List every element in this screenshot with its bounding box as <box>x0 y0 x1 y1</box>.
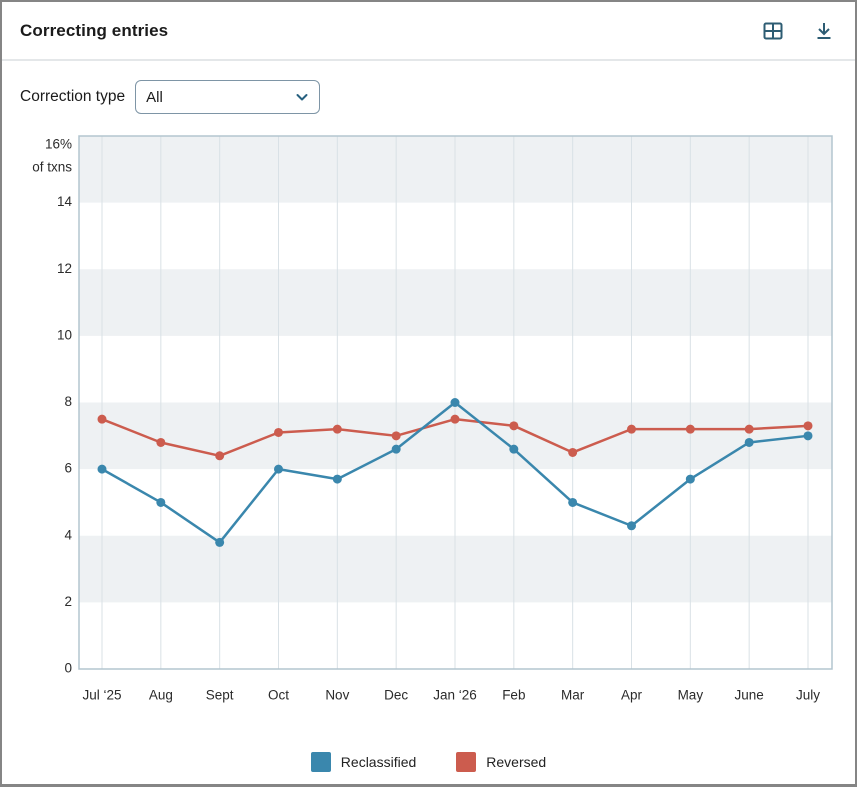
data-point-reclassified[interactable] <box>332 474 342 484</box>
y-tick-label: 0 <box>64 661 72 676</box>
correcting-entries-chart[interactable]: 16% of txns 14 12 10 8 6 4 2 0 Jul ‘25 Aug Sept Oct No… <box>2 128 857 713</box>
data-point-reclassified[interactable] <box>685 474 695 484</box>
legend-swatch <box>310 752 331 772</box>
data-point-reversed[interactable] <box>803 421 813 431</box>
x-tick-label: Nov <box>325 688 349 703</box>
legend-item-reclassified: Reclassified <box>310 752 417 772</box>
y-axis-unit-sublabel: of txns <box>32 160 72 175</box>
x-tick-label: Aug <box>149 688 173 703</box>
legend-item-reversed: Reversed <box>456 752 546 772</box>
data-point-reclassified[interactable] <box>509 444 519 454</box>
data-point-reversed[interactable] <box>156 437 166 447</box>
y-tick-label: 8 <box>64 394 72 409</box>
x-tick-label: Jan ‘26 <box>433 688 477 703</box>
data-point-reclassified[interactable] <box>568 497 578 507</box>
x-tick-label: June <box>735 688 764 703</box>
plot-border <box>78 135 833 670</box>
data-point-reclassified[interactable] <box>803 431 813 441</box>
y-tick-label: 14 <box>57 194 73 209</box>
data-point-reclassified[interactable] <box>215 537 225 547</box>
legend-swatch <box>456 752 477 772</box>
y-tick-label: 6 <box>64 461 72 476</box>
table-view-button[interactable] <box>759 17 787 45</box>
chart-area: 16% of txns 14 12 10 8 6 4 2 0 Jul ‘25 Aug Sept Oct No… <box>2 128 855 718</box>
x-tick-label: May <box>678 688 704 703</box>
y-tick-label: 10 <box>57 327 72 342</box>
data-point-reclassified[interactable] <box>97 464 107 474</box>
download-button[interactable] <box>811 18 837 44</box>
data-point-reversed[interactable] <box>97 414 107 424</box>
data-point-reversed[interactable] <box>685 424 695 434</box>
x-tick-label: Jul ‘25 <box>82 688 121 703</box>
data-point-reclassified[interactable] <box>627 521 636 531</box>
y-tick-label: 2 <box>64 594 72 609</box>
data-point-reclassified[interactable] <box>450 398 460 407</box>
data-point-reversed[interactable] <box>215 451 225 461</box>
data-point-reclassified[interactable] <box>156 497 166 507</box>
data-point-reversed[interactable] <box>509 421 519 431</box>
legend-label: Reclassified <box>340 754 417 770</box>
chart-legend: Reclassified Reversed <box>2 752 855 772</box>
data-point-reversed[interactable] <box>450 414 460 424</box>
page-title: Correcting entries <box>20 20 169 40</box>
correction-type-select[interactable]: All <box>135 80 321 114</box>
header-actions <box>759 17 837 45</box>
data-point-reversed[interactable] <box>274 427 283 437</box>
header-divider <box>2 59 855 61</box>
x-tick-label: Feb <box>502 688 525 703</box>
download-icon <box>813 20 835 42</box>
data-point-reversed[interactable] <box>332 424 342 434</box>
data-point-reversed[interactable] <box>744 424 754 434</box>
table-view-icon <box>761 19 785 43</box>
x-tick-label: Apr <box>621 688 643 703</box>
data-point-reclassified[interactable] <box>744 437 754 447</box>
correction-type-label: Correction type <box>20 88 126 105</box>
data-point-reclassified[interactable] <box>274 464 283 474</box>
legend-label: Reversed <box>486 754 547 770</box>
data-point-reversed[interactable] <box>568 447 578 457</box>
y-tick-label: 12 <box>57 261 72 276</box>
filter-row: Correction type All <box>20 80 837 114</box>
data-point-reclassified[interactable] <box>391 444 401 454</box>
x-tick-label: Dec <box>384 688 408 703</box>
y-axis-unit-label: 16% <box>45 137 72 152</box>
x-tick-label: Oct <box>268 688 289 703</box>
x-tick-label: Sept <box>206 688 234 703</box>
data-point-reversed[interactable] <box>627 424 636 434</box>
x-tick-label: Mar <box>561 688 585 703</box>
data-point-reversed[interactable] <box>391 431 401 441</box>
card-header: Correcting entries <box>2 2 855 59</box>
x-tick-label: July <box>796 688 820 703</box>
y-tick-label: 4 <box>64 527 72 542</box>
